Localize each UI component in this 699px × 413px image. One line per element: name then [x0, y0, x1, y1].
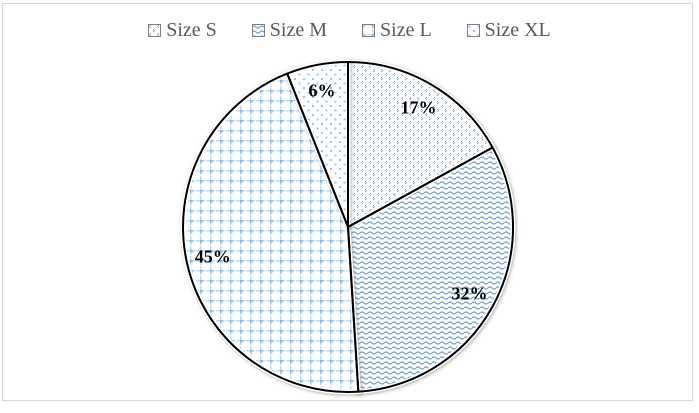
legend-swatch-size-xl	[466, 23, 480, 37]
legend-item-size-m[interactable]: Size M	[251, 19, 328, 41]
pie-slice-border-size-m	[347, 146, 514, 393]
pie-slice-border-size-l	[182, 72, 360, 393]
legend-swatch-size-s	[148, 23, 162, 37]
legend-label-size-m: Size M	[269, 19, 328, 41]
legend: Size S Size M Size L Size XL	[0, 20, 699, 40]
legend-label-size-xl: Size XL	[484, 19, 551, 41]
legend-item-size-l[interactable]: Size L	[362, 20, 432, 40]
legend-swatch-size-m	[251, 23, 265, 37]
legend-label-size-l: Size L	[380, 19, 432, 41]
legend-item-size-s[interactable]: Size S	[148, 20, 217, 40]
pie-slice-border-size-s	[347, 61, 494, 228]
legend-swatch-size-l	[362, 23, 376, 37]
legend-label-size-s: Size S	[166, 19, 217, 41]
pie-slice-border-size-xl	[286, 61, 349, 228]
legend-item-size-xl[interactable]: Size XL	[466, 19, 551, 41]
